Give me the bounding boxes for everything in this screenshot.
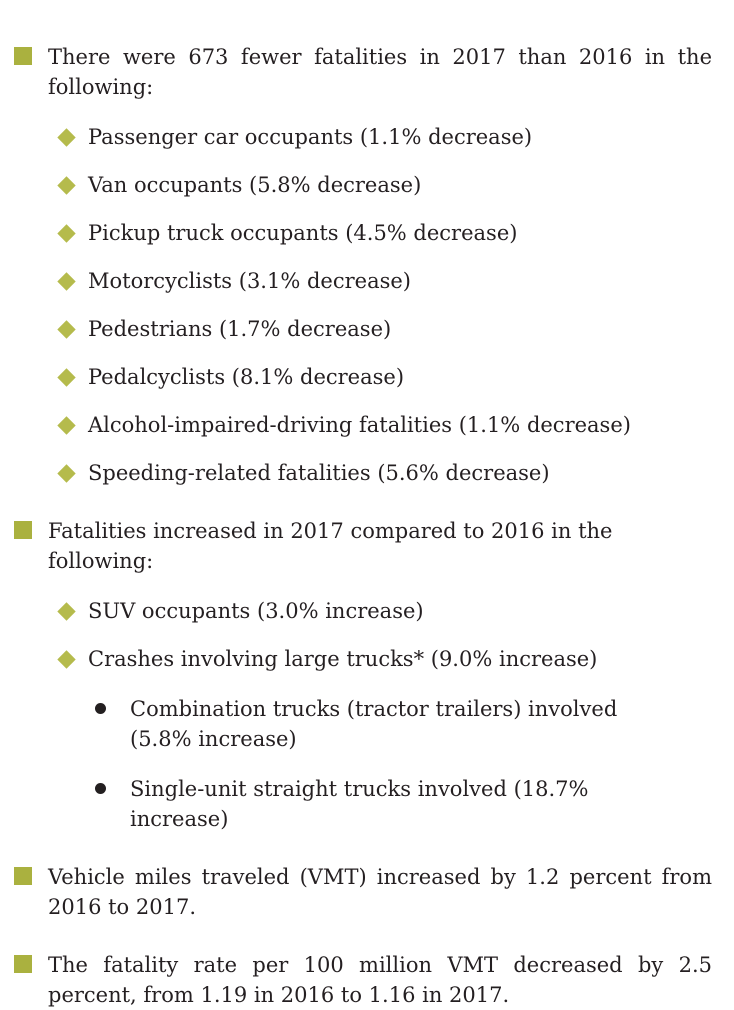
list-item: Pickup truck occupants (4.5% decrease) <box>14 218 712 248</box>
list-item: Passenger car occupants (1.1% decrease) <box>14 122 712 152</box>
diamond-bullet-icon <box>57 602 77 622</box>
diamond-bullet-icon <box>57 650 77 670</box>
list-item-text: Speeding-related fatalities (5.6% decrea… <box>88 461 550 485</box>
list-item-text: Passenger car occupants (1.1% decrease) <box>88 125 533 149</box>
bullet-section-vmt: Vehicle miles traveled (VMT) increased b… <box>14 862 712 922</box>
sublist: SUV occupants (3.0% increase) Crashes in… <box>14 596 712 834</box>
bullet-section-fewer-fatalities: There were 673 fewer fatalities in 2017 … <box>14 42 712 488</box>
diamond-bullet-icon <box>57 464 77 484</box>
level1-item: There were 673 fewer fatalities in 2017 … <box>14 42 712 102</box>
list-item-text: Motorcyclists (3.1% decrease) <box>88 269 411 293</box>
nested-list-item: Combination trucks (tractor trailers) in… <box>14 694 712 754</box>
section-lead-text: Fatalities increased in 2017 compared to… <box>48 519 613 573</box>
nested-list-item: Single-unit straight trucks involved (18… <box>14 774 712 834</box>
nested-list-item-text: Combination trucks (tractor trailers) in… <box>130 694 617 754</box>
section-lead-text: There were 673 fewer fatalities in 2017 … <box>48 45 712 99</box>
list-item-text: Alcohol-impaired-driving fatalities (1.1… <box>88 413 631 437</box>
level1-item: Fatalities increased in 2017 compared to… <box>14 516 712 576</box>
text-line: Combination trucks (tractor trailers) in… <box>130 697 618 721</box>
text-line: Single-unit straight trucks involved (18… <box>130 777 589 831</box>
level1-item: The fatality rate per 100 million VMT de… <box>14 950 712 1010</box>
nested-list-item-text: Single-unit straight trucks involved (18… <box>130 774 688 834</box>
list-item-text: SUV occupants (3.0% increase) <box>88 599 424 623</box>
list-item: Motorcyclists (3.1% decrease) <box>14 266 712 296</box>
list-item-text: Pickup truck occupants (4.5% decrease) <box>88 221 518 245</box>
text-line: (5.8% increase) <box>130 727 297 751</box>
diamond-bullet-icon <box>57 176 77 196</box>
list-item: Alcohol-impaired-driving fatalities (1.1… <box>14 410 712 440</box>
diamond-bullet-icon <box>57 416 77 436</box>
list-item: Pedalcyclists (8.1% decrease) <box>14 362 712 392</box>
list-item-text: Pedestrians (1.7% decrease) <box>88 317 392 341</box>
list-item-text: Crashes involving large trucks* (9.0% in… <box>88 647 598 671</box>
list-item-text: Pedalcyclists (8.1% decrease) <box>88 365 405 389</box>
square-bullet-icon <box>14 955 32 973</box>
bullet-section-increased-fatalities: Fatalities increased in 2017 compared to… <box>14 516 712 834</box>
level1-item: Vehicle miles traveled (VMT) increased b… <box>14 862 712 922</box>
list-item: Van occupants (5.8% decrease) <box>14 170 712 200</box>
list-item: SUV occupants (3.0% increase) <box>14 596 712 626</box>
list-item: Speeding-related fatalities (5.6% decrea… <box>14 458 712 488</box>
diamond-bullet-icon <box>57 272 77 292</box>
list-item-text: Van occupants (5.8% decrease) <box>88 173 422 197</box>
section-lead-text: The fatality rate per 100 million VMT de… <box>48 953 712 1007</box>
list-item: Pedestrians (1.7% decrease) <box>14 314 712 344</box>
list-item: Crashes involving large trucks* (9.0% in… <box>14 644 712 674</box>
diamond-bullet-icon <box>57 128 77 148</box>
dot-bullet-icon <box>95 783 106 794</box>
sublist: Passenger car occupants (1.1% decrease) … <box>14 122 712 488</box>
square-bullet-icon <box>14 521 32 539</box>
diamond-bullet-icon <box>57 320 77 340</box>
dot-bullet-icon <box>95 703 106 714</box>
section-lead-text: Vehicle miles traveled (VMT) increased b… <box>48 865 712 919</box>
diamond-bullet-icon <box>57 224 77 244</box>
square-bullet-icon <box>14 47 32 65</box>
bullet-section-fatality-rate: The fatality rate per 100 million VMT de… <box>14 950 712 1010</box>
diamond-bullet-icon <box>57 368 77 388</box>
nested-sublist: Combination trucks (tractor trailers) in… <box>14 694 712 834</box>
document-page: { "colors": { "square_bullet": "#aab13f"… <box>14 42 712 1007</box>
square-bullet-icon <box>14 867 32 885</box>
